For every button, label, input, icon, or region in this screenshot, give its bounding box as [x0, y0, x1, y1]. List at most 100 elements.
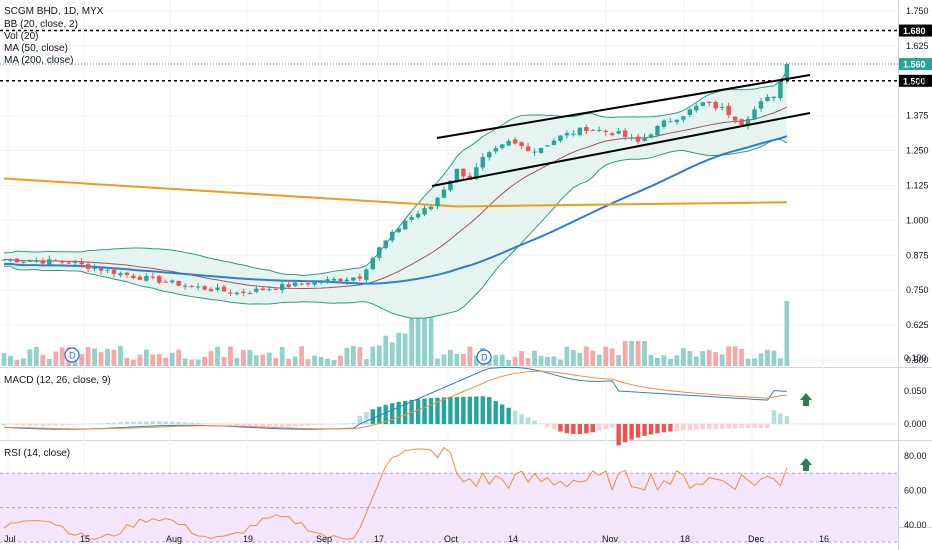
- macd-histogram-bar: [34, 424, 39, 426]
- candle-body: [700, 102, 705, 106]
- candle-body: [53, 260, 58, 262]
- macd-histogram-bar: [176, 421, 181, 424]
- macd-histogram-bar: [506, 407, 511, 424]
- indicator-bb[interactable]: BB (20, close, 2): [4, 19, 78, 30]
- bb-lower-line: [3, 138, 788, 319]
- candle-body: [577, 127, 583, 136]
- macd-histogram-bar: [784, 416, 790, 424]
- level-tag-label: 1.680: [903, 26, 926, 36]
- price-tick-label: 0.625: [906, 320, 929, 330]
- macd-histogram-bar: [280, 424, 285, 427]
- candle-body: [409, 216, 414, 220]
- volume-bar: [79, 354, 85, 366]
- candle-body: [137, 276, 143, 280]
- level-tag: [899, 74, 932, 87]
- volume-bar: [299, 346, 305, 366]
- rsi-label[interactable]: RSI (14, close): [4, 448, 70, 459]
- volume-bar: [85, 347, 91, 366]
- dividend-marker-label: D: [481, 353, 488, 363]
- volume-bar: [545, 356, 550, 366]
- rsi-tick-label: 60.00: [904, 485, 927, 495]
- price-tick-label: 1.125: [906, 181, 929, 191]
- candle-body: [525, 146, 531, 152]
- candle-body: [351, 277, 356, 281]
- price-tick-label: 1.250: [906, 146, 929, 156]
- candle-body: [584, 127, 589, 132]
- macd-histogram-bar: [603, 424, 608, 430]
- volume-bar: [105, 349, 110, 366]
- candle-body: [661, 120, 667, 127]
- macd-histogram-bar: [732, 424, 738, 429]
- volume-bar: [609, 348, 615, 366]
- indicator-vol[interactable]: Vol (20): [4, 31, 38, 42]
- volume-bar: [215, 346, 220, 366]
- candle-body: [499, 144, 505, 148]
- volume-bar: [448, 349, 453, 366]
- indicator-ma200[interactable]: MA (200, close): [4, 55, 73, 66]
- candle-body: [21, 261, 26, 263]
- up-arrow-icon: [800, 458, 812, 471]
- macd-histogram-bar: [707, 424, 712, 430]
- dividend-marker-label: D: [69, 351, 76, 361]
- volume-bar: [506, 359, 512, 366]
- candle-body: [144, 276, 149, 281]
- volume-bar: [564, 346, 570, 366]
- candle-body: [441, 189, 447, 198]
- candle-body: [14, 258, 20, 263]
- volume-bar: [622, 341, 628, 366]
- candle-body: [739, 119, 744, 126]
- candle-body: [111, 269, 117, 274]
- macd-histogram-bar: [1, 424, 7, 425]
- volume-bar: [460, 353, 466, 366]
- volume-bar: [719, 354, 725, 366]
- volume-bar: [603, 346, 609, 366]
- volume-bar: [428, 286, 434, 366]
- volume-bar: [577, 352, 583, 366]
- macd-histogram-bar: [150, 421, 156, 424]
- candle-body: [396, 228, 401, 233]
- volume-bar: [674, 355, 680, 366]
- indicator-ma50[interactable]: MA (50, close): [4, 43, 68, 54]
- macd-histogram-bar: [111, 422, 117, 424]
- macd-histogram-bar: [493, 401, 498, 424]
- channel-lower-line: [431, 112, 811, 187]
- candle-body: [105, 269, 110, 271]
- candle-body: [1, 259, 7, 261]
- volume-bar: [318, 356, 324, 366]
- volume-bar: [176, 349, 182, 366]
- candle-body: [590, 129, 595, 131]
- candle-body: [377, 247, 382, 258]
- price-tick-label: 0.875: [906, 250, 929, 260]
- candle-body: [47, 259, 52, 265]
- volume-bar: [247, 350, 253, 366]
- macd-label[interactable]: MACD (12, 26, close, 9): [4, 375, 111, 386]
- macd-tick-label: 0.000: [904, 419, 927, 429]
- macd-histogram-bar: [571, 424, 576, 434]
- macd-histogram-bar: [745, 424, 751, 429]
- candle-body: [635, 136, 641, 142]
- volume-bar: [331, 359, 337, 366]
- volume-bar: [338, 355, 343, 366]
- volume-bar: [344, 347, 350, 366]
- candle-body: [571, 133, 576, 135]
- candle-body: [234, 292, 240, 295]
- candle-body: [228, 292, 233, 294]
- macd-histogram-bar: [435, 397, 440, 424]
- candle-body: [454, 168, 460, 182]
- candle-body: [674, 119, 680, 123]
- volume-bar: [551, 356, 557, 366]
- candle-body: [163, 281, 168, 283]
- volume-bar: [396, 332, 402, 366]
- macd-histogram-bar: [415, 399, 421, 424]
- rsi-tick-label: 80.00: [904, 451, 927, 461]
- macd-histogram-bar: [60, 424, 65, 426]
- macd-histogram-bar: [551, 424, 557, 430]
- candle-body: [784, 64, 790, 80]
- candle-body: [597, 130, 602, 132]
- macd-histogram-bar: [286, 424, 291, 427]
- candle-body: [707, 101, 712, 103]
- candle-body: [519, 142, 524, 147]
- candle-body: [124, 272, 130, 275]
- macd-histogram-bar: [635, 424, 641, 438]
